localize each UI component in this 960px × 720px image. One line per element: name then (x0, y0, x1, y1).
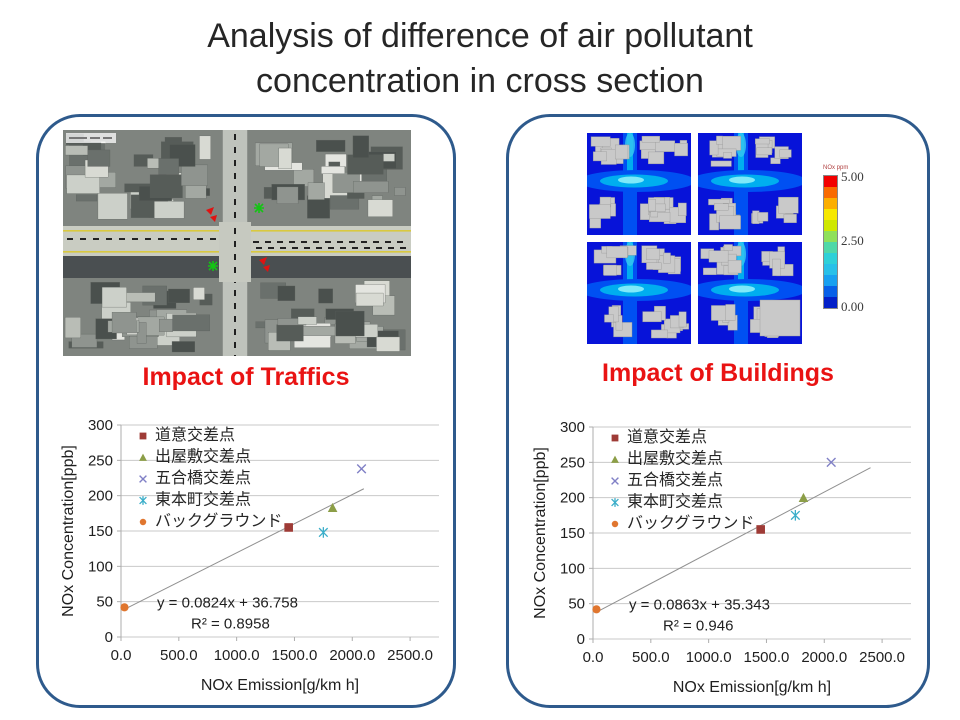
svg-text:2500.0: 2500.0 (859, 649, 905, 666)
simulation-map-4 (698, 242, 802, 344)
panel-impact-of-traffics: Impact of Traffics 0 50 100 150 200 250 300 0.0… (36, 114, 456, 708)
heading-impact-of-traffics: Impact of Traffics (142, 363, 350, 391)
svg-text:バックグラウンド: バックグラウンド (155, 512, 282, 530)
svg-text:NOx Concentration[ppb]: NOx Concentration[ppb] (60, 445, 77, 617)
svg-text:1500.0: 1500.0 (272, 647, 318, 664)
concentration-colorbar: NOx ppm 5.00 2.50 0.00 (823, 161, 893, 331)
page-title: Analysis of difference of air pollutant … (0, 14, 960, 104)
panel-impact-of-buildings: NOx ppm 5.00 2.50 0.00 Impact of Buildin… (506, 114, 930, 708)
svg-text:300: 300 (88, 417, 113, 434)
svg-text:y = 0.0863x + 35.343: y = 0.0863x + 35.343 (629, 596, 770, 613)
svg-text:0.0: 0.0 (111, 647, 132, 664)
svg-text:0: 0 (105, 629, 113, 646)
svg-text:500.0: 500.0 (160, 647, 198, 664)
svg-text:NOx Emission[g/km h]: NOx Emission[g/km h] (673, 679, 831, 696)
aerial-intersection-photo (63, 130, 411, 361)
scatter-plot: 0 50 100 150 200 250 300 0.0 500.0 1000.0 1500.0 20… (60, 417, 439, 694)
svg-text:2000.0: 2000.0 (801, 649, 847, 666)
traffic-scatter-chart: 0 50 100 150 200 250 300 0.0 500.0 1000.0 1500.0 20… (59, 405, 455, 697)
svg-text:東本町交差点: 東本町交差点 (155, 491, 251, 509)
svg-text:50: 50 (96, 594, 113, 611)
svg-text:300: 300 (560, 419, 585, 436)
svg-text:200: 200 (88, 488, 113, 505)
simulation-map-grid (587, 133, 802, 344)
svg-text:道意交差点: 道意交差点 (627, 427, 707, 446)
svg-text:250: 250 (560, 454, 585, 471)
svg-text:50: 50 (568, 596, 585, 613)
svg-text:1500.0: 1500.0 (744, 649, 790, 666)
svg-text:1000.0: 1000.0 (686, 649, 732, 666)
colorbar-gradient (823, 175, 838, 309)
svg-text:0: 0 (577, 631, 585, 648)
buildings-scatter-chart: 0 50 100 150 200 250 300 0.0 500.0 1000.0 1500.0 20… (531, 407, 927, 699)
colorbar-title: NOx ppm (823, 165, 849, 171)
svg-text:2000.0: 2000.0 (329, 647, 375, 664)
svg-text:バックグラウンド: バックグラウンド (627, 514, 754, 532)
simulation-maps: NOx ppm 5.00 2.50 0.00 (579, 131, 909, 349)
simulation-map-1 (587, 133, 691, 235)
svg-text:250: 250 (88, 452, 113, 469)
heading-impact-of-buildings: Impact of Buildings (602, 359, 834, 387)
svg-text:0.0: 0.0 (583, 649, 604, 666)
title-line-2: concentration in cross section (256, 62, 704, 100)
title-line-1: Analysis of difference of air pollutant (207, 17, 753, 55)
svg-text:五合橋交差点: 五合橋交差点 (155, 469, 251, 487)
svg-text:y = 0.0824x + 36.758: y = 0.0824x + 36.758 (157, 594, 298, 611)
svg-text:道意交差点: 道意交差点 (155, 425, 235, 444)
svg-text:500.0: 500.0 (632, 649, 670, 666)
svg-text:五合橋交差点: 五合橋交差点 (627, 471, 723, 489)
svg-text:100: 100 (88, 558, 113, 575)
svg-text:NOx Concentration[ppb]: NOx Concentration[ppb] (532, 447, 549, 619)
scatter-plot: 0 50 100 150 200 250 300 0.0 500.0 1000.0 1500.0 20… (532, 419, 911, 696)
svg-text:R² = 0.8958: R² = 0.8958 (191, 616, 270, 633)
svg-text:東本町交差点: 東本町交差点 (627, 493, 723, 511)
svg-text:出屋敷交差点: 出屋敷交差点 (627, 449, 723, 468)
svg-text:1000.0: 1000.0 (214, 647, 260, 664)
svg-text:NOx Emission[g/km h]: NOx Emission[g/km h] (201, 677, 359, 694)
colorbar-label-mid: 2.50 (841, 233, 864, 248)
svg-text:200: 200 (560, 490, 585, 507)
svg-text:150: 150 (88, 523, 113, 540)
svg-text:2500.0: 2500.0 (387, 647, 433, 664)
simulation-map-2 (698, 133, 802, 235)
svg-text:100: 100 (560, 560, 585, 577)
simulation-map-3 (587, 242, 691, 344)
svg-text:R² = 0.946: R² = 0.946 (663, 618, 733, 635)
svg-text:150: 150 (560, 525, 585, 542)
aerial-photo-graphic (63, 130, 411, 361)
svg-text:出屋敷交差点: 出屋敷交差点 (155, 447, 251, 466)
colorbar-label-max: 5.00 (841, 169, 864, 184)
colorbar-label-min: 0.00 (841, 299, 864, 314)
